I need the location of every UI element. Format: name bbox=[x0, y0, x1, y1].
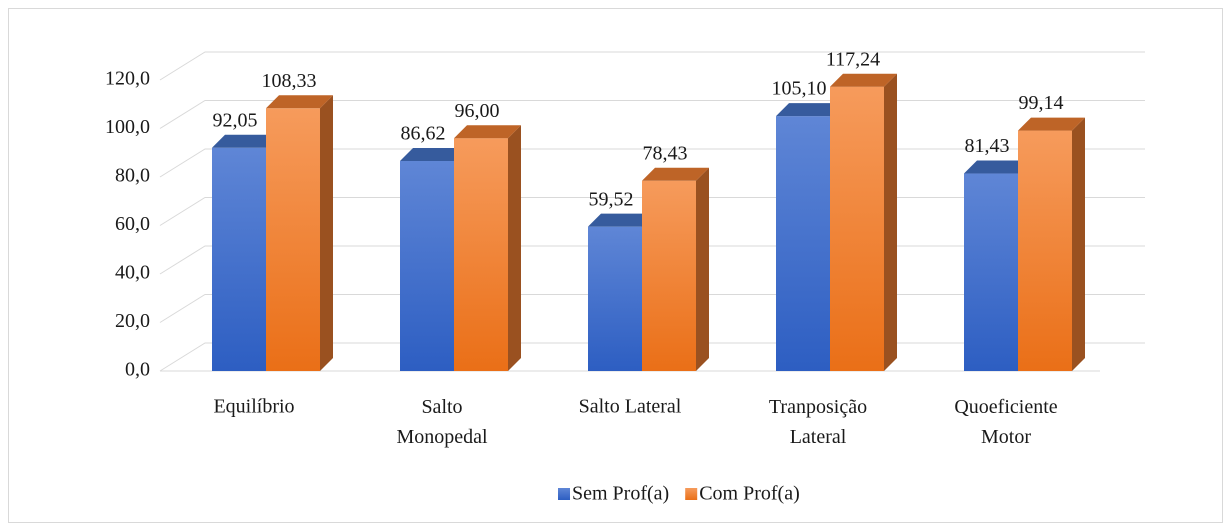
bar-top bbox=[642, 167, 709, 181]
bar-top bbox=[588, 213, 655, 227]
bar bbox=[642, 167, 709, 371]
x-tick-label: Salto Lateral bbox=[579, 396, 682, 418]
value-label: 108,33 bbox=[262, 70, 317, 92]
value-label: 92,05 bbox=[213, 109, 258, 131]
bar-top bbox=[400, 147, 467, 161]
value-label: 117,24 bbox=[826, 48, 880, 70]
y-tick-label: 60,0 bbox=[115, 213, 150, 235]
x-tick-label: Salto Monopedal bbox=[396, 396, 488, 448]
value-label: 81,43 bbox=[965, 135, 1010, 157]
bar-front bbox=[266, 108, 320, 372]
bar-side bbox=[1072, 117, 1085, 371]
legend-swatch bbox=[685, 488, 698, 500]
bar-front bbox=[964, 173, 1018, 371]
bar-top bbox=[776, 103, 843, 117]
y-tick-label: 80,0 bbox=[115, 165, 150, 187]
legend-label: Com Prof(a) bbox=[699, 483, 800, 505]
legend-label: Sem Prof(a) bbox=[572, 483, 669, 505]
value-label: 86,62 bbox=[401, 123, 446, 145]
y-tick-label: 100,0 bbox=[105, 116, 150, 138]
value-label: 96,00 bbox=[455, 100, 500, 122]
bar-side bbox=[508, 125, 521, 371]
value-label: 59,52 bbox=[589, 188, 634, 210]
bar bbox=[830, 73, 897, 372]
legend-swatch bbox=[558, 488, 570, 500]
bar-side bbox=[884, 73, 897, 372]
bar-top bbox=[830, 73, 897, 87]
x-tick-label: Quoeficiente Motor bbox=[954, 396, 1057, 448]
bar-top bbox=[212, 134, 279, 148]
bar-top bbox=[454, 125, 521, 139]
x-tick-label: Equilíbrio bbox=[213, 396, 294, 418]
bar-top bbox=[1018, 117, 1085, 131]
y-tick-label: 40,0 bbox=[115, 262, 150, 284]
bar bbox=[1018, 117, 1085, 371]
x-tick-label: Tranposição Lateral bbox=[769, 396, 867, 448]
bar bbox=[266, 95, 333, 372]
y-tick-label: 120,0 bbox=[105, 68, 150, 90]
y-tick-label: 0,0 bbox=[125, 359, 150, 381]
value-label: 99,14 bbox=[1019, 92, 1064, 114]
y-tick-label: 20,0 bbox=[115, 310, 150, 332]
bar-front bbox=[588, 226, 642, 371]
bar-front bbox=[212, 147, 266, 371]
bar-front bbox=[830, 86, 884, 372]
value-label: 105,10 bbox=[772, 78, 827, 100]
bar-top bbox=[266, 95, 333, 109]
bar bbox=[454, 125, 521, 371]
bar-top bbox=[964, 160, 1031, 174]
bar-side bbox=[696, 167, 709, 371]
bar-front bbox=[1018, 130, 1072, 371]
bar-front bbox=[642, 180, 696, 371]
bar-front bbox=[776, 116, 830, 371]
bar-front bbox=[454, 138, 508, 371]
bar-front bbox=[400, 160, 454, 371]
grid-line bbox=[159, 51, 1145, 81]
value-label: 78,43 bbox=[643, 142, 688, 164]
bar-side bbox=[320, 95, 333, 372]
